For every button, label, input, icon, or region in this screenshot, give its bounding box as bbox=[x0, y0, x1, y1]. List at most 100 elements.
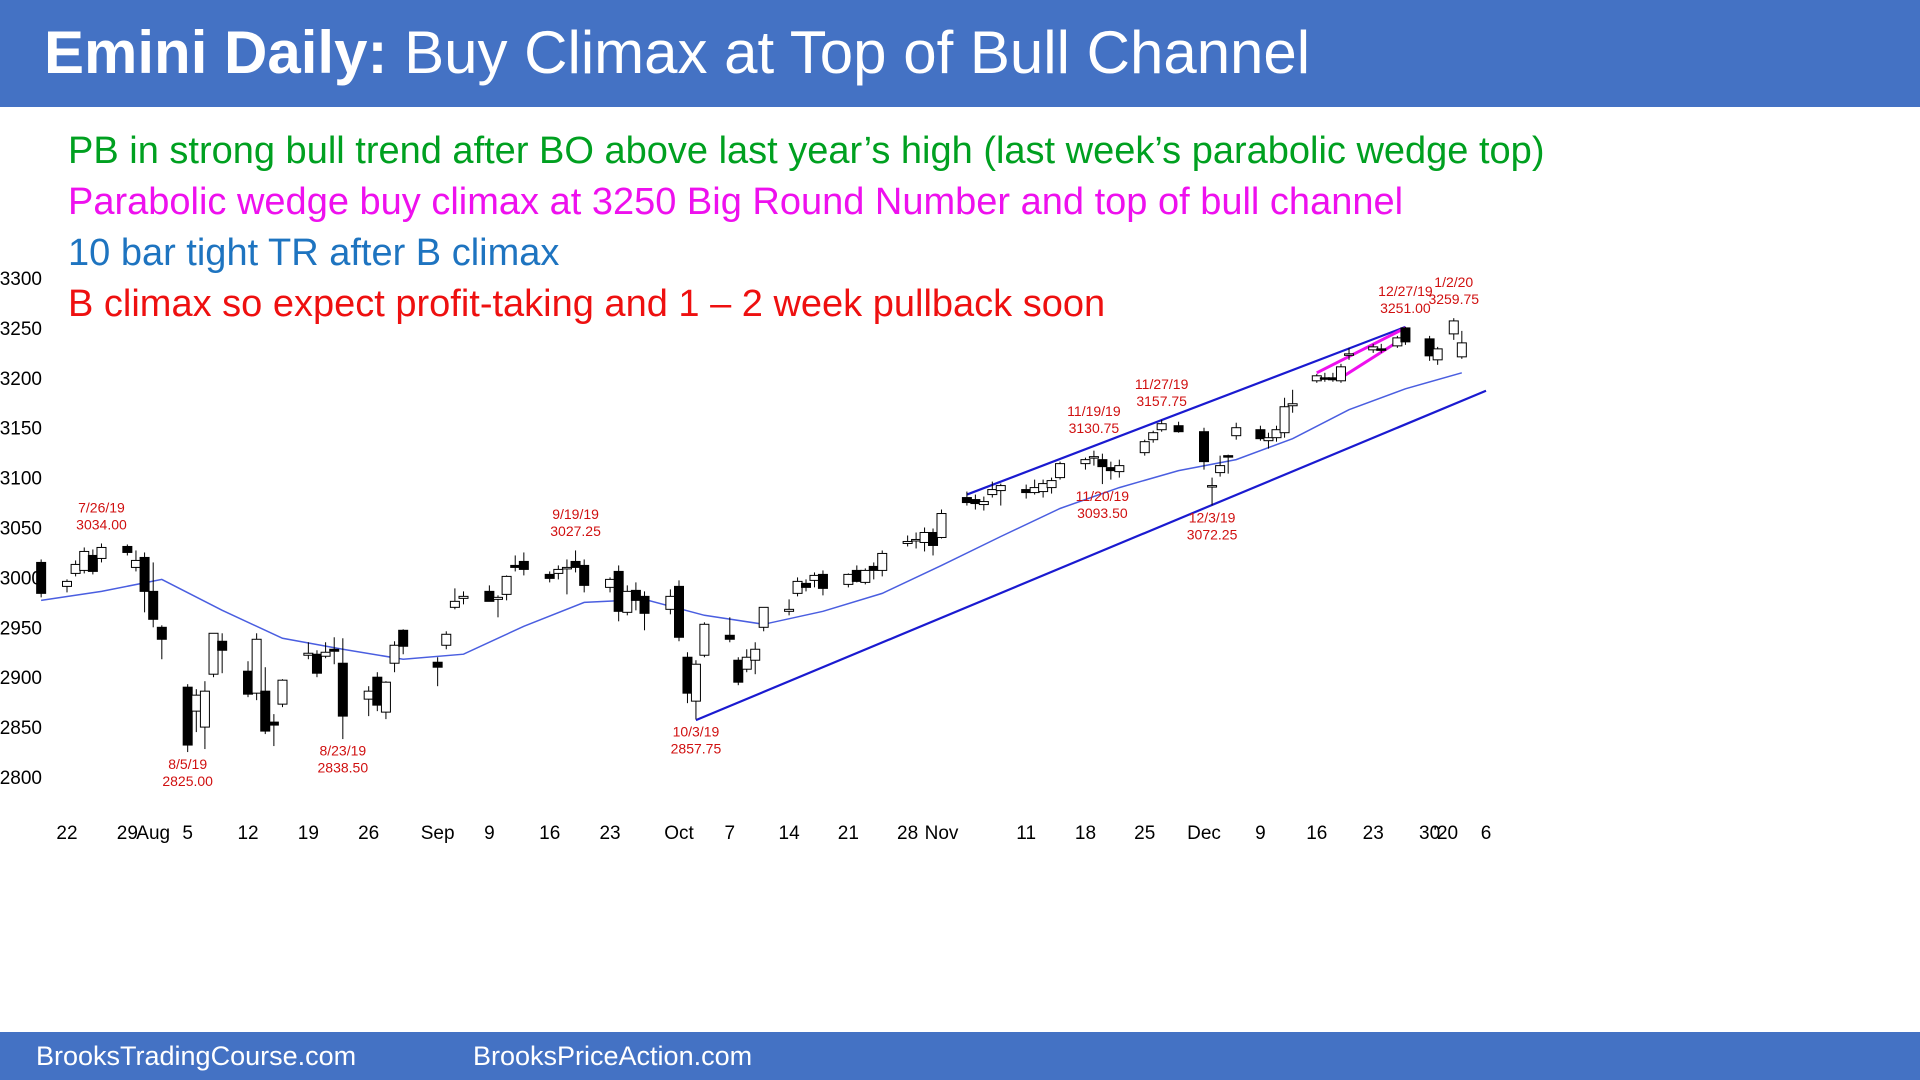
x-tick-label: Nov bbox=[925, 823, 959, 844]
annotation-date: 12/3/19 bbox=[1189, 509, 1236, 525]
candle-body-bull bbox=[699, 623, 710, 656]
candle-body-bull bbox=[1432, 348, 1443, 361]
candle-body-bear bbox=[579, 564, 590, 586]
candle bbox=[682, 652, 693, 704]
candle bbox=[1097, 453, 1108, 485]
candle-body-bull bbox=[492, 596, 503, 600]
candle bbox=[518, 552, 529, 576]
candle-body-bear bbox=[518, 560, 529, 570]
candle-body-bear bbox=[156, 626, 167, 640]
x-tick-label: 29 bbox=[117, 823, 138, 844]
candle-body-bull bbox=[380, 681, 391, 713]
candle bbox=[690, 660, 701, 720]
annotation-price: 3072.25 bbox=[1187, 526, 1238, 542]
candle bbox=[492, 595, 503, 618]
candle bbox=[1038, 479, 1049, 498]
y-axis: 2800 2850 2900 2950 3000 3050 3100 3150 3200 3250… bbox=[0, 269, 42, 789]
candle bbox=[1271, 425, 1282, 442]
y-tick-label: 2900 bbox=[0, 668, 42, 689]
x-tick-label: 18 bbox=[1075, 823, 1096, 844]
candle-body-bull bbox=[303, 652, 314, 656]
candle bbox=[733, 657, 744, 686]
x-tick-label: 16 bbox=[539, 823, 560, 844]
candle-body-bull bbox=[1344, 353, 1355, 356]
candle-body-bear bbox=[268, 721, 279, 726]
candle-body-bull bbox=[758, 606, 769, 628]
candle bbox=[441, 631, 452, 650]
candle bbox=[217, 633, 228, 674]
candle-body-bear bbox=[484, 590, 495, 602]
candle-body-bull bbox=[792, 580, 803, 594]
candle bbox=[1021, 484, 1032, 499]
annotation-price: 3027.25 bbox=[550, 523, 601, 539]
x-tick-label: 11 bbox=[1016, 823, 1036, 844]
candle bbox=[544, 571, 555, 583]
candle bbox=[191, 689, 202, 733]
candle bbox=[605, 577, 616, 593]
candle bbox=[182, 684, 193, 753]
candle bbox=[936, 509, 947, 539]
candle bbox=[1400, 326, 1411, 345]
candle bbox=[1287, 389, 1298, 413]
candle-body-bull bbox=[809, 574, 820, 581]
candle-body-bull bbox=[902, 540, 913, 544]
annotation-date: 10/3/19 bbox=[673, 723, 720, 739]
candle bbox=[243, 661, 254, 698]
annotation-price: 3034.00 bbox=[76, 516, 127, 532]
candle-body-bull bbox=[458, 595, 469, 599]
candle-body-bull bbox=[1088, 456, 1099, 459]
candle-body-bull bbox=[70, 563, 81, 574]
candle bbox=[1231, 422, 1242, 440]
candle bbox=[208, 632, 219, 678]
candle-body-bull bbox=[1080, 459, 1091, 465]
annotation-price: 2838.50 bbox=[318, 760, 369, 776]
candle bbox=[96, 543, 107, 563]
footer-link-price-action[interactable]: BrooksPriceAction.com bbox=[473, 1041, 753, 1071]
annotation-date: 8/5/19 bbox=[168, 756, 207, 772]
candle bbox=[843, 573, 854, 588]
candle-body-bull bbox=[1207, 485, 1218, 488]
candle bbox=[337, 638, 348, 740]
candle-body-bear bbox=[432, 661, 443, 668]
candle-body-bull bbox=[605, 578, 616, 588]
candle-body-bull bbox=[553, 568, 564, 574]
candle bbox=[851, 565, 862, 583]
candle bbox=[320, 642, 331, 659]
candle-body-bull bbox=[1279, 406, 1290, 434]
candle bbox=[630, 582, 641, 611]
x-tick-label: 7 bbox=[725, 823, 736, 844]
x-tick-label: 23 bbox=[1363, 823, 1384, 844]
footer-link-trading-course[interactable]: BrooksTradingCourse.com bbox=[36, 1041, 357, 1071]
candle bbox=[1263, 432, 1274, 449]
candle bbox=[260, 667, 271, 735]
candle-body-bear bbox=[630, 589, 641, 601]
candle-body-bull bbox=[1231, 427, 1242, 437]
candle bbox=[484, 585, 495, 602]
candle-body-bull bbox=[389, 644, 400, 664]
annotation-date: 8/23/19 bbox=[319, 743, 366, 759]
candle bbox=[1055, 461, 1066, 480]
candle-body-bull bbox=[1038, 483, 1049, 493]
title-bar: Emini Daily: Buy Climax at Top of Bull C… bbox=[0, 0, 1920, 107]
candle-body-bear bbox=[260, 690, 271, 732]
candle-body-bear bbox=[87, 554, 98, 572]
candle bbox=[268, 714, 279, 747]
candle-body-bull bbox=[1046, 480, 1057, 489]
y-tick-label: 2800 bbox=[0, 768, 42, 789]
note-line-4: B climax so expect profit-taking and 1 –… bbox=[68, 283, 1106, 325]
candle-body-bull bbox=[199, 690, 210, 728]
x-tick-label: 26 bbox=[358, 823, 379, 844]
candle-body-bull bbox=[62, 580, 72, 587]
candle-body-bear bbox=[1376, 348, 1387, 351]
x-tick-label: 25 bbox=[1134, 823, 1155, 844]
candle-body-bear bbox=[544, 573, 555, 579]
candle-body-bull bbox=[665, 595, 676, 610]
candle-body-bear bbox=[1424, 338, 1435, 357]
candle bbox=[1029, 479, 1040, 495]
candle bbox=[389, 641, 400, 673]
